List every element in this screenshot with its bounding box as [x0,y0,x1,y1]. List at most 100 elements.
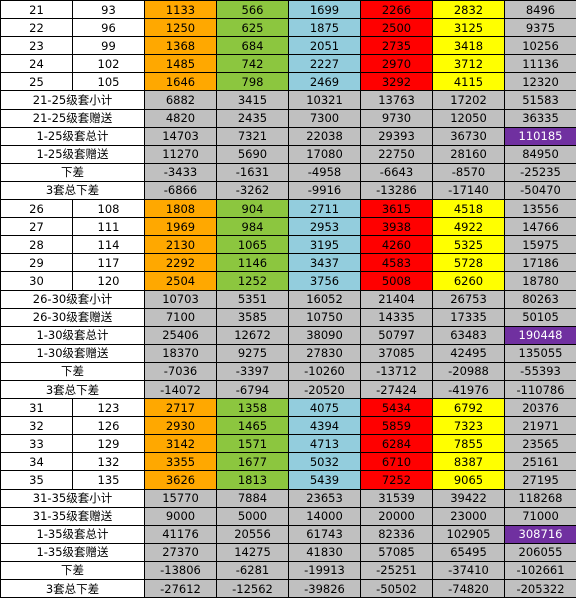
cell[interactable]: 3615 [361,200,433,218]
cell[interactable]: -110786 [505,380,576,398]
cell[interactable]: -6643 [361,163,433,181]
cell[interactable]: 108 [73,200,145,218]
cell[interactable]: 135 [73,471,145,489]
cell[interactable]: 5434 [361,399,433,417]
cell[interactable]: 6260 [433,272,505,290]
row-label[interactable]: 26-30级套赠送 [1,308,145,326]
cell[interactable]: -1631 [217,163,289,181]
cell[interactable]: -17140 [433,181,505,199]
cell[interactable]: -13286 [361,181,433,199]
cell[interactable]: 5032 [289,453,361,471]
cell[interactable]: 11270 [145,145,217,163]
cell[interactable]: 9275 [217,344,289,362]
row-label[interactable]: 1-30级套赠送 [1,344,145,362]
cell[interactable]: 5859 [361,417,433,435]
cell[interactable]: 3938 [361,218,433,236]
cell[interactable]: -41976 [433,380,505,398]
cell[interactable]: 3756 [289,272,361,290]
cell[interactable]: -4958 [289,163,361,181]
cell[interactable]: -14072 [145,380,217,398]
cell[interactable]: 4583 [361,254,433,272]
row-label[interactable]: 3套总下差 [1,580,145,598]
cell[interactable]: 36730 [433,127,505,145]
cell[interactable]: 65495 [433,543,505,561]
cell[interactable]: 4394 [289,417,361,435]
cell[interactable]: 80263 [505,290,576,308]
cell[interactable]: 117 [73,254,145,272]
cell[interactable]: 9065 [433,471,505,489]
cell[interactable]: -13712 [361,362,433,380]
cell[interactable]: 1646 [145,73,217,91]
cell[interactable]: 71000 [505,507,576,525]
cell[interactable]: 26753 [433,290,505,308]
cell[interactable]: 37085 [361,344,433,362]
cell[interactable]: 1571 [217,435,289,453]
cell[interactable]: 3125 [433,19,505,37]
cell[interactable]: 2970 [361,55,433,73]
cell[interactable]: 110185 [505,127,576,145]
cell[interactable]: 7323 [433,417,505,435]
cell[interactable]: -39826 [289,580,361,598]
cell[interactable]: 27 [1,218,73,236]
cell[interactable]: 38090 [289,326,361,344]
cell[interactable]: 57085 [361,543,433,561]
cell[interactable]: 29393 [361,127,433,145]
cell[interactable]: 6792 [433,399,505,417]
cell[interactable]: 41830 [289,543,361,561]
cell[interactable]: 3415 [217,91,289,109]
cell[interactable]: -20988 [433,362,505,380]
cell[interactable]: -3262 [217,181,289,199]
cell[interactable]: 3355 [145,453,217,471]
row-label[interactable]: 3套总下差 [1,380,145,398]
row-label[interactable]: 26-30级套小计 [1,290,145,308]
cell[interactable]: 1252 [217,272,289,290]
cell[interactable]: 93 [73,1,145,19]
cell[interactable]: 1808 [145,200,217,218]
cell[interactable]: 684 [217,37,289,55]
cell[interactable]: -9916 [289,181,361,199]
cell[interactable]: 27195 [505,471,576,489]
cell[interactable]: 2266 [361,1,433,19]
cell[interactable]: 3142 [145,435,217,453]
cell[interactable]: 5690 [217,145,289,163]
cell[interactable]: 25406 [145,326,217,344]
cell[interactable]: 4115 [433,73,505,91]
cell[interactable]: 9000 [145,507,217,525]
cell[interactable]: 10750 [289,308,361,326]
cell[interactable]: 50797 [361,326,433,344]
cell[interactable]: 2130 [145,236,217,254]
cell[interactable]: 23653 [289,489,361,507]
cell[interactable]: 1133 [145,1,217,19]
cell[interactable]: 14703 [145,127,217,145]
row-label[interactable]: 3套总下差 [1,181,145,199]
cell[interactable]: 2435 [217,109,289,127]
cell[interactable]: 135055 [505,344,576,362]
cell[interactable]: -3397 [217,362,289,380]
cell[interactable]: -25251 [361,561,433,579]
cell[interactable]: 1699 [289,1,361,19]
cell[interactable]: 42495 [433,344,505,362]
cell[interactable]: 16052 [289,290,361,308]
cell[interactable]: 22750 [361,145,433,163]
cell[interactable]: 33 [1,435,73,453]
cell[interactable]: 904 [217,200,289,218]
cell[interactable]: -10260 [289,362,361,380]
cell[interactable]: 99 [73,37,145,55]
cell[interactable]: 12320 [505,73,576,91]
cell[interactable]: -12562 [217,580,289,598]
cell[interactable]: 31539 [361,489,433,507]
cell[interactable]: 114 [73,236,145,254]
cell[interactable]: -6866 [145,181,217,199]
cell[interactable]: -37410 [433,561,505,579]
cell[interactable]: 2227 [289,55,361,73]
cell[interactable]: 2832 [433,1,505,19]
cell[interactable]: 6710 [361,453,433,471]
cell[interactable]: 21 [1,1,73,19]
cell[interactable]: 20556 [217,525,289,543]
cell[interactable]: 23565 [505,435,576,453]
cell[interactable]: 20000 [361,507,433,525]
cell[interactable]: -205322 [505,580,576,598]
cell[interactable]: -25235 [505,163,576,181]
cell[interactable]: 798 [217,73,289,91]
cell[interactable]: 17202 [433,91,505,109]
